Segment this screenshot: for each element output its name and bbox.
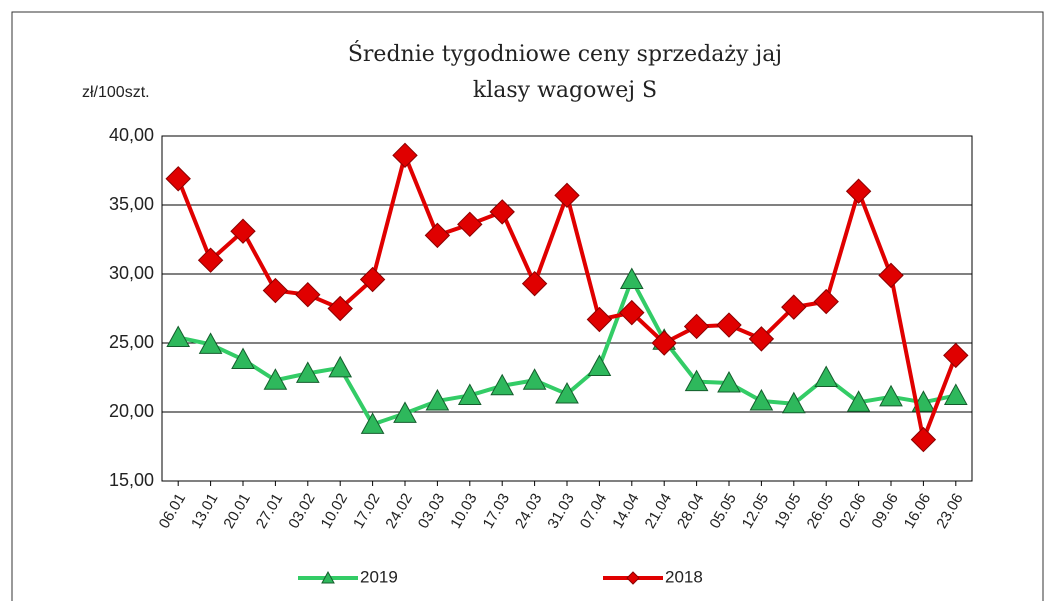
- legend-marker: [626, 571, 640, 585]
- point: [198, 332, 223, 354]
- point: [813, 288, 839, 315]
- y-tick-label: 30,00: [109, 263, 154, 283]
- x-tick-label: 09.06: [868, 490, 901, 531]
- x-tick-label: 21.04: [642, 490, 675, 531]
- x-tick-label: 24.03: [512, 490, 545, 531]
- x-tick-label: 20.01: [220, 490, 253, 531]
- y-tick-label: 20,00: [109, 401, 154, 421]
- chart-title: klasy wagowej S: [473, 78, 657, 103]
- x-tick-label: 26.05: [804, 490, 837, 531]
- point: [457, 211, 483, 238]
- point: [327, 295, 353, 322]
- point: [360, 412, 385, 434]
- point: [781, 391, 806, 414]
- point: [263, 368, 288, 390]
- point: [943, 342, 969, 369]
- point: [651, 330, 677, 356]
- point: [748, 326, 775, 352]
- point: [166, 325, 191, 347]
- x-tick-label: 16.06: [901, 490, 934, 531]
- x-tick-label: 13.01: [188, 490, 221, 531]
- point: [425, 388, 450, 411]
- point: [586, 306, 613, 333]
- x-tick-label: 10.02: [318, 490, 351, 531]
- point: [392, 142, 418, 169]
- point: [231, 347, 255, 370]
- point: [522, 368, 547, 390]
- point: [295, 281, 321, 308]
- point: [197, 247, 224, 273]
- point: [393, 401, 417, 423]
- x-tick-label: 12.05: [739, 490, 772, 531]
- point: [716, 312, 742, 338]
- point: [814, 365, 839, 387]
- x-tick-label: 17.03: [480, 490, 513, 531]
- x-tick-label: 14.04: [609, 490, 642, 531]
- x-tick-label: 27.01: [253, 490, 286, 531]
- y-axis-label: zł/100szt.: [82, 84, 150, 101]
- x-tick-label: 03.03: [415, 490, 448, 531]
- point: [587, 354, 612, 376]
- point: [230, 218, 256, 244]
- point: [878, 262, 904, 289]
- point: [328, 355, 353, 378]
- point: [521, 270, 548, 297]
- point: [879, 384, 903, 407]
- x-tick-label: 19.05: [771, 490, 804, 531]
- x-tick-label: 05.05: [706, 490, 739, 531]
- point: [424, 222, 451, 249]
- point: [619, 267, 644, 290]
- x-tick-label: 10.03: [447, 490, 480, 531]
- legend-label: 2018: [665, 567, 703, 586]
- x-tick-label: 23.06: [933, 490, 966, 531]
- point: [359, 266, 386, 293]
- x-tick-label: 02.06: [836, 490, 869, 531]
- x-tick-label: 17.02: [350, 490, 383, 531]
- legend-marker: [321, 570, 335, 584]
- point: [717, 370, 741, 393]
- point: [619, 299, 645, 326]
- y-tick-label: 40,00: [109, 125, 154, 145]
- point: [749, 388, 774, 411]
- point: [457, 383, 482, 405]
- frame: [11, 11, 1044, 601]
- chart-title: Średnie tygodniowe ceny sprzedaży jaj: [348, 40, 782, 67]
- point: [554, 182, 580, 209]
- y-tick-label: 25,00: [109, 332, 154, 352]
- point: [846, 390, 871, 412]
- point: [684, 369, 709, 392]
- point: [555, 382, 579, 404]
- x-tick-label: 03.02: [285, 490, 318, 531]
- point: [165, 166, 191, 192]
- point: [781, 294, 807, 320]
- point: [262, 277, 289, 304]
- point: [683, 313, 710, 340]
- point: [845, 178, 872, 204]
- point: [489, 199, 515, 225]
- point: [295, 361, 320, 383]
- y-tick-label: 35,00: [109, 194, 154, 214]
- x-tick-label: 31.03: [544, 490, 577, 531]
- x-tick-label: 07.04: [577, 490, 610, 531]
- legend-label: 2019: [360, 567, 398, 586]
- point: [490, 373, 515, 396]
- x-tick-label: 28.04: [674, 490, 707, 531]
- x-tick-label: 24.02: [382, 490, 415, 531]
- x-tick-label: 06.01: [156, 490, 189, 531]
- point: [943, 383, 968, 405]
- y-tick-label: 15,00: [109, 470, 154, 490]
- point: [910, 426, 937, 453]
